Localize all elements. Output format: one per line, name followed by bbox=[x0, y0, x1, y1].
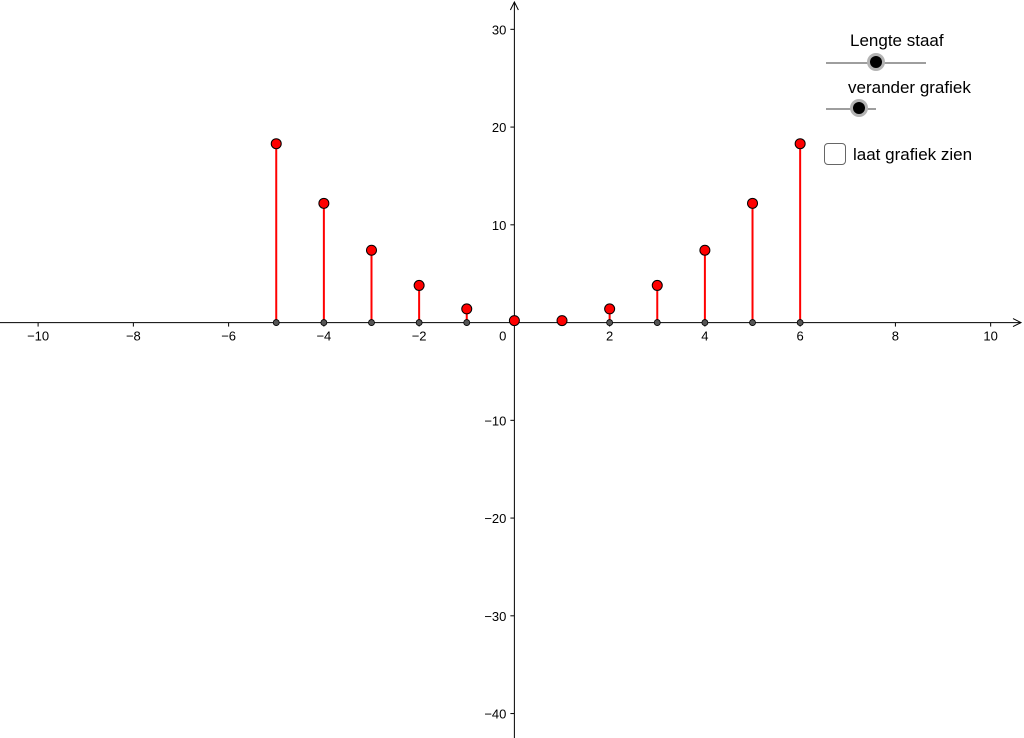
y-tick-label: −10 bbox=[484, 413, 506, 428]
stem-base-point bbox=[368, 319, 375, 326]
slider-graph-label: verander grafiek bbox=[848, 78, 971, 97]
data-point bbox=[556, 315, 568, 327]
x-tick-label: −8 bbox=[126, 329, 141, 344]
x-tick-label: −2 bbox=[412, 329, 427, 344]
stem-base-point bbox=[463, 319, 471, 326]
stem-base-point bbox=[415, 319, 423, 326]
x-tick-label: −10 bbox=[27, 329, 49, 344]
data-point bbox=[651, 279, 663, 291]
slider-length-knob[interactable] bbox=[867, 53, 885, 71]
data-point bbox=[270, 138, 282, 150]
stem-base-point bbox=[653, 319, 661, 326]
y-axis-arrow bbox=[509, 0, 519, 11]
x-tick-label: −4 bbox=[316, 329, 331, 344]
y-tick-label: −20 bbox=[484, 511, 506, 526]
slider-graph-knob-center bbox=[853, 102, 865, 114]
y-tick-label: −30 bbox=[484, 609, 506, 624]
data-point bbox=[365, 244, 377, 256]
slider-length-knob-center bbox=[870, 56, 882, 68]
stem-base-point bbox=[749, 319, 756, 326]
x-tick-label: 2 bbox=[606, 329, 613, 344]
stem-base-point bbox=[701, 319, 709, 326]
x-axis-arrow bbox=[1012, 318, 1023, 328]
show-graph-checkbox[interactable] bbox=[824, 143, 846, 165]
x-tick-label: −6 bbox=[221, 329, 236, 344]
slider-graph-knob[interactable] bbox=[850, 99, 868, 117]
x-tick-label: 4 bbox=[701, 329, 708, 344]
stem-base-point bbox=[320, 319, 328, 326]
data-point bbox=[318, 197, 330, 209]
slider-length-label: Lengte staaf bbox=[850, 31, 944, 50]
x-tick-label: 10 bbox=[983, 329, 997, 344]
y-tick-label: 30 bbox=[492, 22, 506, 37]
stem-base-point bbox=[796, 319, 804, 326]
x-tick-label: 6 bbox=[797, 329, 804, 344]
show-graph-label: laat grafiek zien bbox=[853, 145, 973, 164]
stem-base-point bbox=[272, 319, 280, 326]
data-point bbox=[508, 315, 520, 327]
data-point bbox=[747, 197, 759, 209]
y-tick-label: 10 bbox=[492, 218, 506, 233]
data-point bbox=[794, 138, 806, 150]
data-point bbox=[413, 279, 425, 291]
data-point bbox=[604, 303, 616, 315]
data-point bbox=[699, 244, 711, 256]
stems bbox=[275, 143, 802, 323]
y-tick-label: −40 bbox=[484, 707, 506, 722]
data-points bbox=[270, 138, 806, 327]
origin-label: 0 bbox=[499, 329, 506, 344]
x-tick-label: 8 bbox=[892, 329, 899, 344]
data-point bbox=[461, 303, 473, 315]
stem-base-point bbox=[606, 319, 614, 326]
axis-ticks: −10 −8 −6 −4 −2 2 4 6 8 10 0 −40 −30 −20 −10 10 20 30 bbox=[27, 22, 998, 721]
y-tick-label: 20 bbox=[492, 120, 506, 135]
